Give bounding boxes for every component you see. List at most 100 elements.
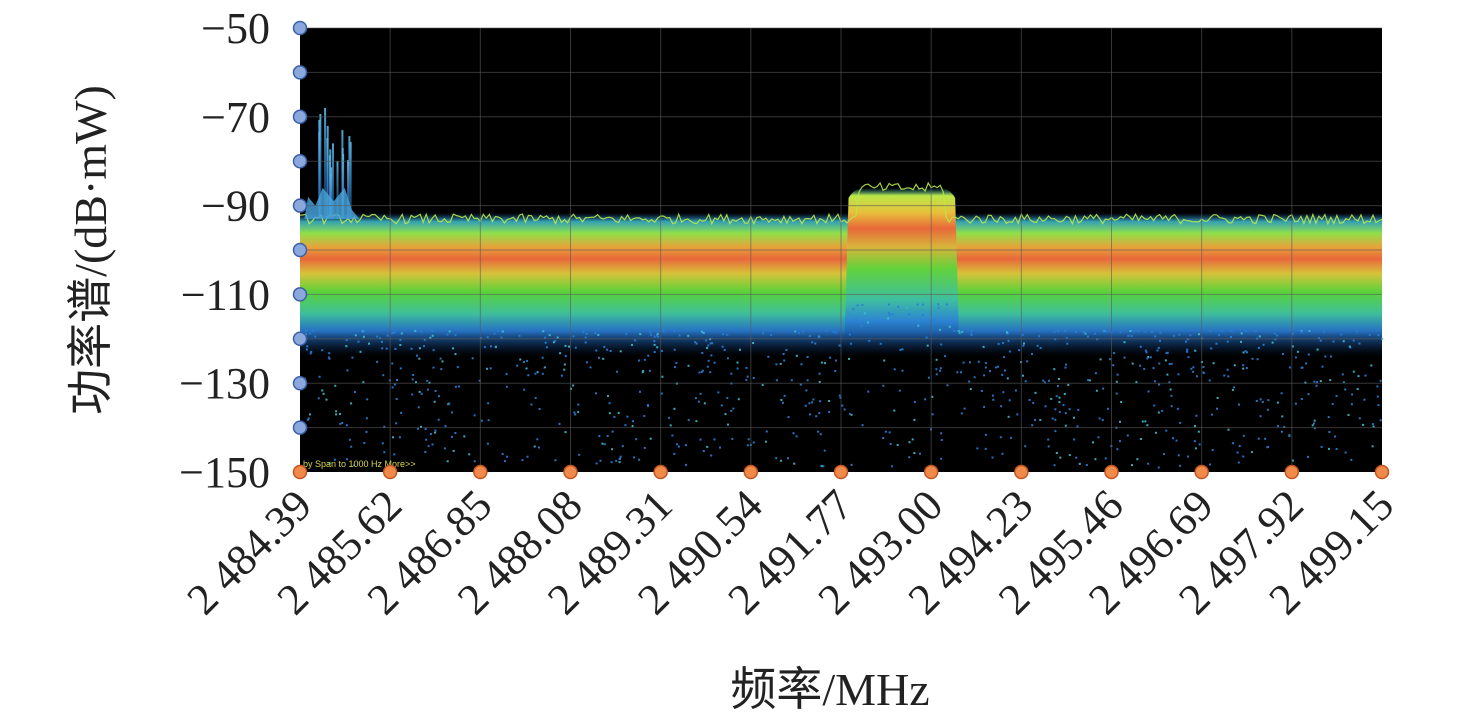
speckle-point	[1292, 459, 1294, 462]
speckle-point	[312, 329, 315, 332]
speckle-point	[922, 314, 924, 316]
speckle-point	[1024, 380, 1027, 383]
speckle-point	[328, 357, 331, 360]
speckle-point	[541, 356, 544, 359]
speckle-point	[1130, 335, 1133, 337]
speckle-point	[1074, 331, 1077, 334]
speckle-point	[431, 443, 434, 446]
speckle-point	[1119, 420, 1121, 423]
speckle-point	[304, 330, 307, 333]
speckle-point	[427, 445, 430, 448]
speckle-point	[310, 350, 313, 353]
speckle-point	[456, 366, 459, 369]
speckle-point	[454, 353, 457, 356]
speckle-point	[1034, 419, 1036, 422]
speckle-point	[905, 306, 908, 309]
speckle-point	[707, 344, 710, 347]
speckle-point	[1132, 330, 1135, 333]
speckle-point	[804, 404, 807, 407]
speckle-point	[318, 375, 321, 378]
speckle-point	[391, 386, 394, 389]
speckle-point	[1042, 379, 1045, 382]
speckle-point	[385, 347, 388, 350]
low-level-speckle	[300, 303, 1384, 469]
speckle-point	[536, 438, 539, 441]
speckle-point	[376, 360, 379, 363]
speckle-point	[980, 390, 983, 392]
speckle-point	[381, 340, 383, 343]
speckle-point	[448, 402, 451, 405]
speckle-point	[411, 393, 414, 396]
speckle-point	[1076, 425, 1079, 428]
speckle-point	[699, 438, 702, 441]
speckle-point	[1031, 353, 1033, 355]
speckle-point	[720, 404, 723, 407]
speckle-point	[747, 438, 750, 441]
speckle-point	[607, 394, 609, 397]
speckle-point	[638, 458, 641, 461]
speckle-point	[1347, 414, 1350, 416]
speckle-point	[1051, 417, 1054, 420]
speckle-point	[1170, 405, 1173, 408]
speckle-point	[732, 407, 735, 410]
speckle-point	[391, 332, 394, 335]
y-tick-label: −130	[179, 359, 270, 408]
x-axis-marker	[1014, 464, 1029, 480]
speckle-point	[752, 441, 755, 444]
speckle-point	[1002, 391, 1005, 394]
speckle-point	[852, 308, 855, 311]
speckle-point	[808, 335, 811, 337]
y-axis-marker	[292, 20, 308, 36]
speckle-point	[1294, 402, 1297, 405]
speckle-point	[452, 347, 454, 350]
speckle-point	[1351, 393, 1354, 396]
speckle-point	[1311, 424, 1314, 427]
speckle-point	[350, 445, 353, 448]
speckle-point	[1047, 379, 1050, 382]
speckle-point	[486, 336, 489, 339]
speckle-point	[798, 331, 800, 334]
speckle-point	[1344, 388, 1347, 391]
speckle-point	[898, 389, 901, 392]
speckle-point	[1315, 384, 1318, 387]
speckle-point	[439, 357, 442, 360]
speckle-point	[577, 403, 580, 406]
speckle-point	[1300, 330, 1303, 332]
speckle-point	[394, 331, 397, 334]
speckle-point	[1085, 464, 1088, 466]
speckle-point	[938, 328, 941, 331]
speckle-point	[963, 407, 966, 410]
speckle-point	[1172, 437, 1174, 440]
speckle-point	[1187, 455, 1190, 458]
speckle-point	[937, 303, 940, 306]
speckle-point	[1104, 330, 1107, 333]
speckle-point	[1006, 377, 1009, 380]
speckle-point	[677, 445, 680, 448]
speckle-point	[1004, 369, 1006, 372]
speckle-point	[346, 369, 349, 372]
speckle-point	[448, 330, 451, 333]
speckle-point	[1077, 408, 1080, 411]
speckle-point	[335, 410, 338, 413]
speckle-point	[991, 456, 994, 459]
speckle-point	[709, 342, 712, 345]
speckle-point	[856, 304, 859, 307]
speckle-point	[473, 414, 476, 417]
speckle-point	[1034, 391, 1037, 394]
speckle-point	[1095, 389, 1098, 392]
speckle-point	[752, 377, 755, 379]
speckle-point	[1195, 414, 1198, 417]
speckle-point	[490, 345, 492, 348]
speckle-point	[1053, 464, 1056, 467]
speckle-point	[916, 303, 919, 306]
speckle-point	[348, 438, 351, 441]
speckle-point	[1231, 388, 1234, 391]
speckle-point	[809, 413, 811, 416]
speckle-point	[745, 366, 748, 369]
speckle-point	[1258, 335, 1261, 338]
speckle-point	[724, 413, 727, 416]
speckle-point	[1055, 452, 1058, 454]
speckle-point	[416, 354, 418, 357]
speckle-point	[487, 402, 490, 405]
speckle-point	[438, 395, 440, 398]
